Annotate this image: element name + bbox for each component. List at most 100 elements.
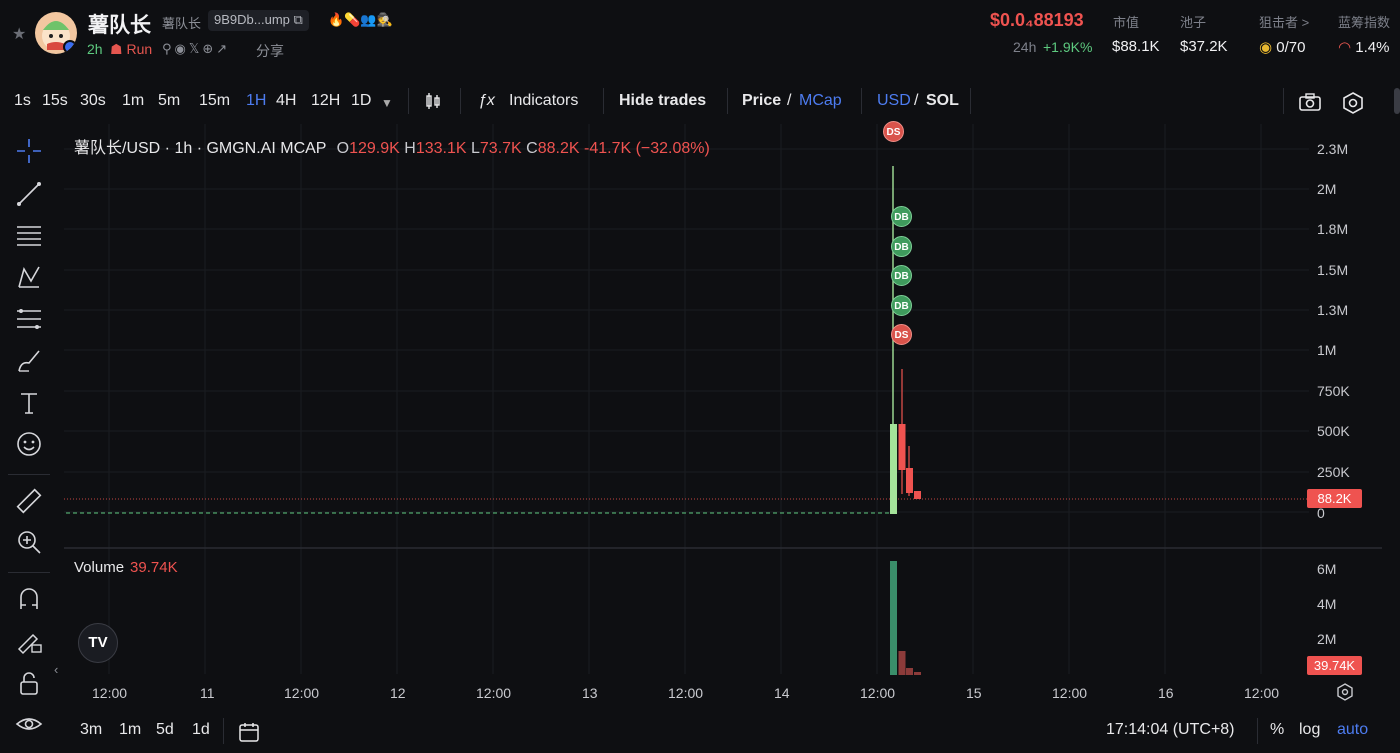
indicators-button[interactable]: Indicators bbox=[509, 92, 579, 109]
interval-5m[interactable]: 5m bbox=[158, 92, 181, 109]
bottom-divider bbox=[1257, 718, 1258, 744]
change-24h-value: +1.9K% bbox=[1043, 39, 1093, 55]
x-icon[interactable]: 𝕏 bbox=[188, 41, 203, 56]
dev-buy-marker[interactable]: DB bbox=[891, 265, 912, 286]
range-3m[interactable]: 3m bbox=[80, 721, 103, 738]
zoom-in-icon[interactable] bbox=[14, 528, 44, 558]
y-tick: 1M bbox=[1317, 342, 1337, 358]
contract-address[interactable]: 9B9Db...ump ⧉ bbox=[208, 10, 309, 31]
dev-buy-marker[interactable]: DB bbox=[891, 206, 912, 227]
snipers-label[interactable]: 狙击者 > bbox=[1259, 15, 1310, 30]
trend-line-icon[interactable] bbox=[14, 180, 44, 210]
chart-canvas[interactable] bbox=[64, 124, 1400, 710]
settings-gear-icon[interactable] bbox=[1342, 92, 1364, 119]
volume-tick: 4M bbox=[1317, 596, 1337, 612]
bottom-divider bbox=[223, 718, 224, 744]
interval-12h[interactable]: 12H bbox=[311, 92, 341, 109]
volume-bar bbox=[906, 668, 913, 675]
mcap-toggle[interactable]: MCap bbox=[799, 92, 842, 109]
volume-label: Volume bbox=[74, 559, 125, 576]
search-icon[interactable]: ⚲ bbox=[162, 41, 175, 56]
text-tool-icon[interactable] bbox=[14, 389, 44, 419]
bluechip-text: 1.4% bbox=[1355, 39, 1390, 56]
chart-legend: 薯队长/USD · 1h · GMGN.AI MCAP O129.9K H133… bbox=[74, 134, 710, 158]
x-tick: 12:00 bbox=[284, 685, 320, 701]
interval-1s[interactable]: 1s bbox=[14, 92, 31, 109]
chat-icon[interactable]: ◉ bbox=[174, 41, 189, 56]
interval-30s[interactable]: 30s bbox=[80, 92, 106, 109]
dev-buy-marker[interactable]: DB bbox=[891, 295, 912, 316]
fib-retracement-icon[interactable] bbox=[14, 305, 44, 335]
usd-sol-slash: / bbox=[914, 92, 919, 109]
legend-close: 88.2K bbox=[537, 140, 580, 157]
magnet-icon[interactable] bbox=[14, 585, 44, 615]
percent-toggle[interactable]: % bbox=[1270, 721, 1285, 738]
x-tick: 12:00 bbox=[668, 685, 704, 701]
interval-15m[interactable]: 15m bbox=[199, 92, 231, 109]
social-links[interactable]: ⚲◉𝕏⊕↗ bbox=[162, 41, 230, 57]
x-tick: 12:00 bbox=[860, 685, 896, 701]
auto-toggle[interactable]: auto bbox=[1337, 721, 1369, 738]
run-status[interactable]: ☗ Run bbox=[110, 41, 152, 58]
interval-4h[interactable]: 4H bbox=[276, 92, 297, 109]
lock-drawing-icon[interactable] bbox=[14, 627, 44, 657]
interval-1d[interactable]: 1D bbox=[351, 92, 372, 109]
toolbar-divider bbox=[460, 88, 461, 114]
axis-settings-icon[interactable] bbox=[1336, 683, 1354, 706]
external-link-icon[interactable]: ↗ bbox=[216, 41, 231, 56]
x-tick: 15 bbox=[966, 685, 982, 701]
y-tick: 500K bbox=[1317, 423, 1350, 439]
range-1m[interactable]: 1m bbox=[119, 721, 142, 738]
function-icon[interactable]: ƒx bbox=[478, 92, 495, 109]
copy-icon[interactable]: ⧉ bbox=[293, 12, 303, 27]
date-range-icon[interactable] bbox=[238, 721, 260, 748]
x-tick: 13 bbox=[582, 685, 598, 701]
dev-sell-marker[interactable]: DS bbox=[891, 324, 912, 345]
globe-icon[interactable]: ⊕ bbox=[202, 41, 217, 56]
interval-dropdown-icon[interactable]: ▼ bbox=[381, 96, 393, 110]
candle-body bbox=[890, 424, 897, 514]
share-button[interactable]: 分享 bbox=[256, 43, 284, 59]
range-5d[interactable]: 5d bbox=[156, 721, 174, 738]
camera-icon[interactable] bbox=[1298, 92, 1322, 117]
volume-bar bbox=[914, 672, 921, 675]
interval-1h[interactable]: 1H bbox=[246, 92, 267, 109]
clock-time[interactable]: 17:14:04 (UTC+8) bbox=[1106, 721, 1235, 738]
usd-toggle[interactable]: USD bbox=[877, 92, 911, 109]
visibility-eye-icon[interactable] bbox=[14, 710, 44, 740]
mcap-label: 市值 bbox=[1113, 15, 1140, 30]
range-1d[interactable]: 1d bbox=[192, 721, 210, 738]
price-toggle[interactable]: Price bbox=[742, 92, 782, 109]
toolbar-divider bbox=[727, 88, 728, 114]
brush-icon[interactable] bbox=[14, 347, 44, 377]
candle-style-icon[interactable] bbox=[424, 92, 442, 115]
tools-divider bbox=[8, 572, 50, 573]
candle-body bbox=[914, 491, 921, 499]
volume-legend: Volume 39.74K bbox=[74, 559, 178, 576]
lock-icon[interactable] bbox=[14, 670, 44, 700]
favorite-star-icon[interactable]: ★ bbox=[12, 26, 27, 43]
toolbar-divider bbox=[1283, 88, 1284, 114]
legend-open: 129.9K bbox=[349, 140, 400, 157]
tradingview-logo[interactable]: TV bbox=[78, 623, 118, 663]
horizontal-lines-icon[interactable] bbox=[14, 221, 44, 251]
emoji-icon[interactable] bbox=[14, 430, 44, 460]
interval-1m[interactable]: 1m bbox=[122, 92, 145, 109]
pattern-icon[interactable] bbox=[14, 263, 44, 293]
crosshair-icon[interactable] bbox=[14, 137, 44, 167]
toolbar-scrollbar[interactable] bbox=[1394, 88, 1400, 114]
collapse-arrow-icon[interactable]: ‹ bbox=[54, 662, 59, 677]
interval-15s[interactable]: 15s bbox=[42, 92, 68, 109]
toolbar-divider bbox=[970, 88, 971, 114]
y-tick: 1.5M bbox=[1317, 262, 1349, 278]
dev-sell-marker[interactable]: DS bbox=[883, 121, 904, 142]
ruler-icon[interactable] bbox=[14, 487, 44, 517]
y-tick: 250K bbox=[1317, 464, 1350, 480]
y-tick: 1.3M bbox=[1317, 302, 1349, 318]
hide-trades-button[interactable]: Hide trades bbox=[619, 92, 707, 109]
tools-divider bbox=[8, 474, 50, 475]
dev-buy-marker[interactable]: DB bbox=[891, 236, 912, 257]
log-toggle[interactable]: log bbox=[1299, 721, 1321, 738]
sol-toggle[interactable]: SOL bbox=[926, 92, 959, 109]
volume-tick: 6M bbox=[1317, 561, 1337, 577]
